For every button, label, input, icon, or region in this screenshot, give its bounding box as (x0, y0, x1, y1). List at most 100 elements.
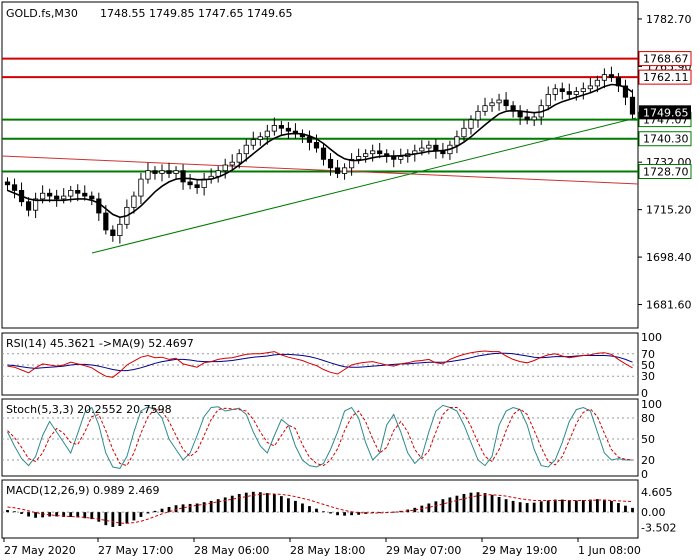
rsi-axis-label: 100 (641, 331, 662, 344)
candle-body (552, 88, 558, 95)
rsi-label: RSI(14) 45.3621 ->MA(9) 52.4697 (6, 337, 194, 350)
macd-bar (132, 512, 136, 521)
macd-bar (174, 505, 178, 513)
candle-body (587, 85, 593, 90)
macd-bar (202, 502, 206, 513)
candle-body (510, 105, 516, 112)
price-panel-frame (1, 1, 639, 329)
rsi-panel-frame (1, 332, 639, 396)
red-channel-line (1, 155, 639, 185)
candle-body (482, 105, 488, 112)
macd-bar (357, 512, 361, 515)
macd-bar (251, 491, 255, 513)
stoch-gridlines (2, 417, 638, 461)
current-price-label: 1749.65 (643, 106, 689, 119)
macd-bar (216, 499, 220, 513)
macd-bar (546, 500, 550, 513)
level-label-1740.30: 1740.30 (643, 133, 689, 146)
candle-body (503, 99, 509, 107)
level-tag-1728.70 (638, 163, 692, 179)
macd-bar (595, 499, 599, 513)
candle-body (145, 170, 151, 180)
candle-body (334, 167, 341, 174)
macd-bar (301, 503, 304, 513)
candle-body (236, 153, 242, 163)
macd-bar (167, 506, 171, 513)
candle-body (545, 93, 551, 107)
macd-axis-label: 4.605 (641, 486, 673, 499)
macd-bar (392, 511, 396, 513)
macd-bar (90, 512, 94, 520)
candle-body (159, 170, 165, 174)
macd-bar (83, 512, 87, 519)
macd-bar (223, 497, 227, 513)
macd-bar (603, 499, 606, 513)
candle-body (348, 158, 355, 169)
macd-bar (567, 500, 571, 513)
macd-bar (27, 512, 30, 517)
candle-body (75, 190, 81, 194)
candle-body (566, 91, 572, 95)
macd-bar (153, 510, 157, 513)
candle-body (82, 192, 88, 197)
candle-body (68, 190, 74, 197)
macd-bar (617, 503, 620, 513)
candle-body (398, 156, 404, 160)
candle-body (531, 116, 537, 121)
macd-bar (490, 494, 494, 513)
macd-bar (378, 512, 382, 513)
candle-body (40, 192, 46, 200)
candle-body (573, 91, 579, 95)
stoch-axis-label: 100 (641, 398, 662, 411)
candle-body (264, 130, 270, 138)
macd-bar (574, 500, 578, 513)
candle-body (138, 178, 144, 197)
rsi-lines (7, 350, 633, 378)
candle-body (601, 74, 608, 81)
macd-bar (610, 500, 613, 513)
candle-body (433, 144, 439, 152)
price-panel: GOLD.fs,M30 1748.55 1749.85 1747.65 1749… (1, 1, 692, 329)
price-levels (2, 57, 638, 173)
level-label-1728.70: 1728.70 (643, 165, 689, 178)
macd-bar (20, 512, 23, 514)
candle-body (580, 88, 586, 92)
candle-body (524, 116, 530, 121)
macd-signal-line (7, 493, 633, 524)
candle-body (419, 147, 425, 152)
macd-bar (624, 505, 627, 513)
macd-bar (237, 493, 241, 513)
candle-body (475, 110, 481, 121)
candle-body (96, 198, 102, 214)
stoch-label: Stoch(5,3,3) 20.2552 20.7598 (6, 403, 172, 416)
candle-body (222, 164, 228, 172)
macd-axis-label: -3.502 (641, 521, 676, 534)
current-price-tag (639, 105, 691, 120)
macd-bar (41, 512, 45, 518)
macd-bar (146, 512, 150, 514)
macd-bar (581, 500, 585, 513)
macd-bar (195, 503, 199, 513)
time-label: 28 May 06:00 (194, 544, 269, 557)
level-tag-1762.11 (638, 69, 692, 85)
macd-bar (188, 503, 192, 513)
macd-bar (518, 502, 522, 513)
candle-body (243, 144, 249, 155)
macd-bar (160, 508, 164, 513)
macd-bar (511, 500, 515, 513)
time-label: 29 May 19:00 (482, 544, 557, 557)
stoch-lines (7, 404, 633, 469)
macd-bar (287, 498, 290, 513)
level-tag-1768.67 (638, 51, 692, 67)
macd-bar (553, 499, 557, 513)
candle-body (377, 150, 383, 155)
macd-bar (469, 492, 473, 513)
macd-bar (244, 492, 248, 513)
candle-body (363, 153, 369, 157)
macd-histogram (6, 491, 634, 527)
macd-bar (13, 511, 16, 513)
rsi-axis-label: 30 (641, 370, 655, 383)
macd-bar (265, 493, 269, 513)
candle-body (152, 170, 158, 174)
